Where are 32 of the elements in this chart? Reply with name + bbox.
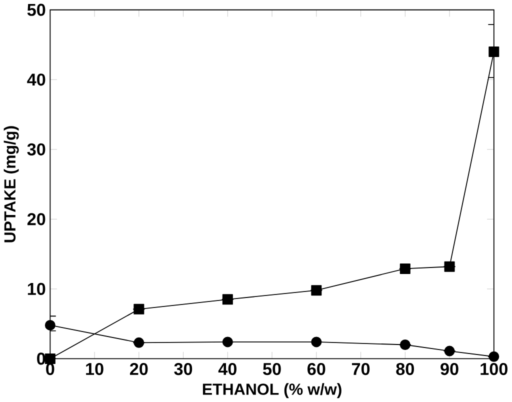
y-tick-label: 40: [27, 74, 46, 86]
x-axis-title: ETHANOL (% w/w): [202, 383, 342, 398]
point: [444, 261, 455, 272]
point: [222, 294, 233, 305]
point: [400, 263, 410, 274]
x-tick-label: 60: [308, 363, 326, 376]
x-tick-label: 70: [352, 363, 370, 376]
y-tick-label: 20: [27, 213, 46, 226]
x-tick-label: 80: [396, 363, 414, 376]
x-tick-label: 50: [263, 363, 281, 376]
y-tick-label: 10: [28, 282, 46, 296]
x-tick-label: 10: [86, 363, 104, 376]
point: [444, 346, 455, 356]
x-tick-label: 100: [480, 363, 508, 376]
x-tick-label: 40: [218, 363, 236, 376]
point: [488, 351, 500, 362]
point: [44, 353, 56, 364]
point: [311, 336, 322, 348]
point: [134, 304, 144, 314]
x-tick-label: 20: [130, 363, 148, 376]
y-tick-label: 30: [27, 143, 46, 156]
point: [400, 340, 410, 350]
point: [222, 336, 233, 348]
point: [134, 337, 144, 348]
point: [311, 285, 322, 296]
point: [44, 320, 56, 331]
point: [488, 46, 500, 58]
x-tick-label: 30: [174, 363, 192, 376]
x-tick-label: 90: [440, 363, 458, 376]
y-tick-label: 50: [27, 4, 46, 16]
y-axis-title: UPTAKE (mg/g): [4, 126, 19, 242]
y-tick-label: 0: [37, 352, 46, 365]
